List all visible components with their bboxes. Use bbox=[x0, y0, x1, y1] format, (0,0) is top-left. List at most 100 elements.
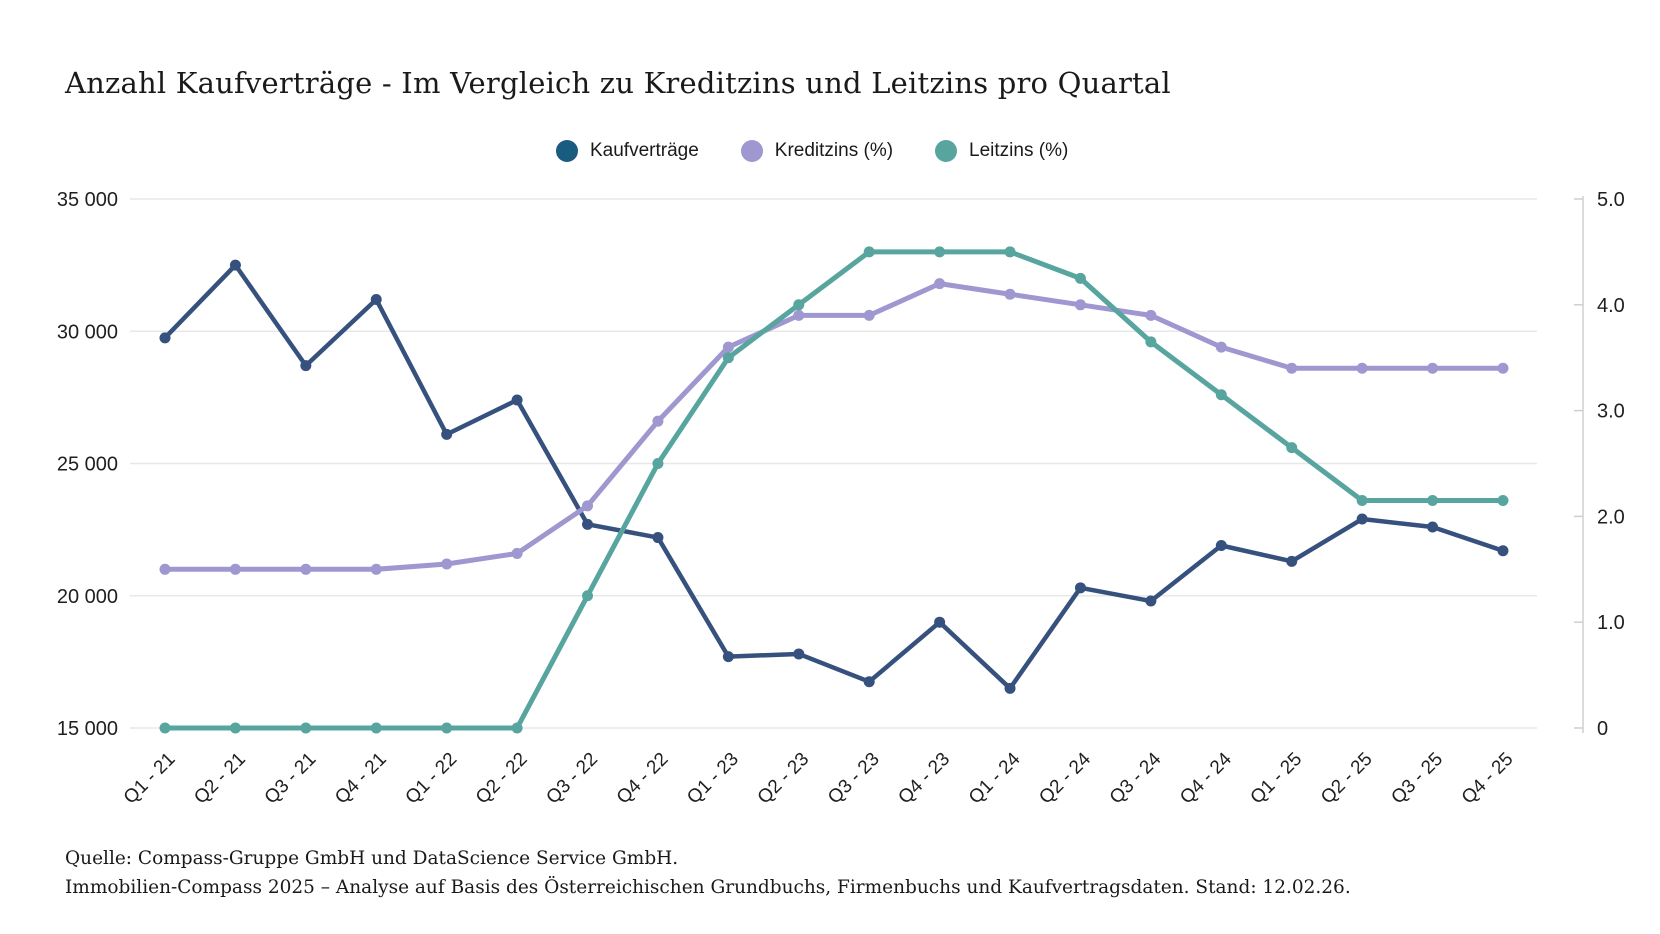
source-note: Quelle: Compass-Gruppe GmbH und DataScie… bbox=[65, 844, 1351, 902]
x-axis-label: Q3 - 25 bbox=[1387, 749, 1447, 809]
kaufvertr-ge-point bbox=[582, 518, 594, 530]
kreditzins-point bbox=[1074, 299, 1086, 311]
kaufvertr-ge-point bbox=[1004, 682, 1016, 694]
kaufvertr-ge-point bbox=[722, 651, 734, 663]
right-axis-tick-label: 1.0 bbox=[1597, 612, 1625, 634]
right-axis-tick-label: 4.0 bbox=[1597, 295, 1625, 317]
kaufvertr-ge-point bbox=[1286, 555, 1298, 567]
legend-item-leitzins[interactable]: Leitzins (%) bbox=[935, 140, 1068, 162]
leitzins-point bbox=[1074, 272, 1086, 284]
kreditzins-point bbox=[441, 558, 453, 570]
right-axis-tick-label: 5.0 bbox=[1597, 189, 1625, 211]
chart-title: Anzahl Kaufverträge - Im Vergleich zu Kr… bbox=[65, 66, 1171, 100]
leitzins-point bbox=[1427, 495, 1439, 507]
x-axis-label: Q2 - 22 bbox=[472, 749, 532, 809]
kaufvertr-ge-line bbox=[162, 262, 1506, 691]
kreditzins-point bbox=[652, 415, 664, 427]
leitzins-point bbox=[1356, 495, 1368, 507]
x-axis-label: Q2 - 21 bbox=[190, 749, 250, 809]
kaufvertr-ge-point bbox=[441, 428, 453, 440]
series-leitzins bbox=[159, 246, 1509, 734]
leitzins-point bbox=[1145, 336, 1157, 348]
kaufvertr-ge-point bbox=[300, 360, 312, 372]
kreditzins-point bbox=[863, 309, 875, 321]
series-kreditzins bbox=[159, 278, 1509, 575]
leitzins-point bbox=[1004, 246, 1016, 258]
kaufvertr-ge-point bbox=[159, 332, 171, 344]
x-axis-label: Q1 - 25 bbox=[1247, 749, 1307, 809]
leitzins-point bbox=[159, 722, 171, 734]
kaufvertr-ge-point bbox=[1145, 595, 1157, 607]
right-axis-tick-label: 3.0 bbox=[1597, 401, 1625, 423]
kaufvertr-ge-point bbox=[1215, 539, 1227, 551]
x-axis-label: Q2 - 24 bbox=[1035, 748, 1095, 808]
kreditzins-point bbox=[1004, 288, 1016, 300]
kaufvertr-ge-point bbox=[863, 676, 875, 688]
kreditzins-point bbox=[229, 563, 241, 575]
x-axis-label: Q2 - 23 bbox=[754, 749, 814, 809]
legend-label: Kaufverträge bbox=[590, 140, 699, 161]
x-axis-label: Q3 - 23 bbox=[824, 749, 884, 809]
kreditzins-point bbox=[300, 563, 312, 575]
source-line-2: Immobilien-Compass 2025 – Analyse auf Ba… bbox=[65, 877, 1351, 899]
kaufvertr-ge-point bbox=[1356, 513, 1368, 525]
x-axis-label: Q2 - 25 bbox=[1317, 749, 1377, 809]
leitzins-line bbox=[162, 249, 1506, 731]
leitzins-point bbox=[441, 722, 453, 734]
left-axis-tick-label: 30 000 bbox=[57, 321, 118, 343]
kaufvertr-ge-point bbox=[229, 259, 241, 271]
leitzins-point bbox=[582, 590, 594, 602]
x-axis-label: Q4 - 24 bbox=[1176, 748, 1236, 808]
kreditzins-point bbox=[582, 500, 594, 512]
kreditzins-point bbox=[1145, 309, 1157, 321]
kreditzins-point bbox=[1215, 341, 1227, 353]
kreditzins-point bbox=[722, 341, 734, 353]
legend-item-kreditzins[interactable]: Kreditzins (%) bbox=[740, 140, 894, 162]
legend-item-kaufvertraege[interactable]: Kaufverträge bbox=[556, 140, 699, 162]
kaufvertr-ge-point bbox=[511, 394, 523, 406]
x-axis-label: Q4 - 21 bbox=[331, 749, 391, 809]
leitzins-point bbox=[370, 722, 382, 734]
kreditzins-point bbox=[1497, 362, 1509, 374]
kreditzins-point bbox=[793, 309, 805, 321]
x-axis-label: Q3 - 21 bbox=[261, 749, 321, 809]
source-line-1: Quelle: Compass-Gruppe GmbH und DataScie… bbox=[65, 848, 679, 869]
series-kaufvertr-ge bbox=[159, 259, 1509, 694]
kreditzins-point bbox=[1427, 362, 1439, 374]
leitzins-point bbox=[229, 722, 241, 734]
leitzins-dot-icon bbox=[935, 140, 958, 162]
kreditzins-point bbox=[511, 547, 523, 559]
x-axis-label: Q1 - 21 bbox=[120, 749, 180, 809]
legend-label: Kreditzins (%) bbox=[774, 140, 894, 161]
x-axis-label: Q4 - 22 bbox=[613, 749, 673, 809]
kaufvertr-ge-point bbox=[1497, 545, 1509, 557]
kaufvertraege-dot-icon bbox=[556, 140, 578, 162]
x-axis-label: Q4 - 23 bbox=[894, 749, 954, 809]
kaufvertr-ge-point bbox=[793, 648, 805, 660]
kreditzins-point bbox=[1356, 362, 1368, 374]
kaufvertr-ge-point bbox=[652, 532, 664, 544]
leitzins-point bbox=[652, 458, 664, 469]
kreditzins-point bbox=[159, 563, 171, 575]
leitzins-point bbox=[1497, 495, 1509, 507]
leitzins-point bbox=[1286, 442, 1298, 454]
leitzins-point bbox=[934, 246, 946, 258]
left-axis-tick-label: 15 000 bbox=[57, 718, 118, 740]
left-axis-tick-label: 25 000 bbox=[57, 454, 118, 476]
leitzins-point bbox=[300, 722, 312, 734]
x-axis-label: Q4 - 25 bbox=[1458, 749, 1518, 809]
leitzins-point bbox=[793, 299, 805, 311]
kaufvertr-ge-point bbox=[1427, 521, 1439, 533]
kreditzins-line bbox=[162, 281, 1506, 572]
left-axis-tick-label: 20 000 bbox=[57, 586, 118, 608]
leitzins-point bbox=[511, 722, 523, 734]
kreditzins-point bbox=[1286, 362, 1298, 374]
left-axis-tick-label: 35 000 bbox=[57, 189, 118, 211]
kreditzins-point bbox=[370, 563, 382, 575]
kaufvertr-ge-point bbox=[1074, 582, 1086, 594]
leitzins-point bbox=[1215, 389, 1227, 401]
x-axis-label: Q1 - 24 bbox=[965, 748, 1025, 808]
